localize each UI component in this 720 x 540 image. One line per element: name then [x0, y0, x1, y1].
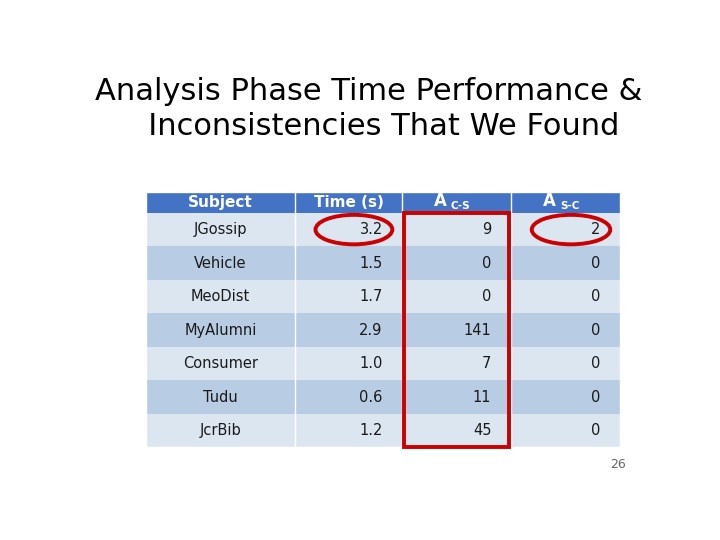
Text: MeoDist: MeoDist	[191, 289, 250, 304]
Text: 0.6: 0.6	[359, 389, 383, 404]
Text: 7: 7	[482, 356, 491, 371]
Text: Time (s): Time (s)	[314, 195, 384, 210]
Text: Vehicle: Vehicle	[194, 255, 247, 271]
Text: 2.9: 2.9	[359, 322, 383, 338]
Text: 2: 2	[591, 222, 600, 237]
Text: Subject: Subject	[188, 195, 253, 210]
Text: Analysis Phase Time Performance &
   Inconsistencies That We Found: Analysis Phase Time Performance & Incons…	[95, 77, 643, 141]
Text: 11: 11	[473, 389, 491, 404]
Text: 0: 0	[591, 289, 600, 304]
Text: 0: 0	[591, 255, 600, 271]
FancyBboxPatch shape	[145, 192, 620, 213]
FancyBboxPatch shape	[145, 280, 620, 313]
Text: MyAlumni: MyAlumni	[184, 322, 257, 338]
Text: 1.5: 1.5	[359, 255, 383, 271]
FancyBboxPatch shape	[145, 380, 620, 414]
Text: S-C: S-C	[560, 200, 580, 211]
Text: 0: 0	[591, 389, 600, 404]
Text: 141: 141	[464, 322, 491, 338]
Text: 26: 26	[610, 458, 626, 471]
FancyBboxPatch shape	[145, 313, 620, 347]
FancyBboxPatch shape	[145, 246, 620, 280]
Text: C-S: C-S	[451, 200, 470, 211]
Text: JcrBib: JcrBib	[199, 423, 241, 438]
Text: 45: 45	[473, 423, 491, 438]
Text: 3.2: 3.2	[359, 222, 383, 237]
Text: A: A	[433, 192, 446, 210]
Text: Consumer: Consumer	[183, 356, 258, 371]
Text: A: A	[543, 192, 556, 210]
Text: 0: 0	[591, 322, 600, 338]
Text: JGossip: JGossip	[194, 222, 247, 237]
Text: 0: 0	[482, 289, 491, 304]
Text: 1.2: 1.2	[359, 423, 383, 438]
Text: 1.7: 1.7	[359, 289, 383, 304]
FancyBboxPatch shape	[145, 414, 620, 447]
Text: Tudu: Tudu	[203, 389, 238, 404]
FancyBboxPatch shape	[145, 347, 620, 380]
Text: 9: 9	[482, 222, 491, 237]
Text: 0: 0	[591, 356, 600, 371]
FancyBboxPatch shape	[145, 213, 620, 246]
Text: 0: 0	[591, 423, 600, 438]
Text: 0: 0	[482, 255, 491, 271]
Text: 1.0: 1.0	[359, 356, 383, 371]
